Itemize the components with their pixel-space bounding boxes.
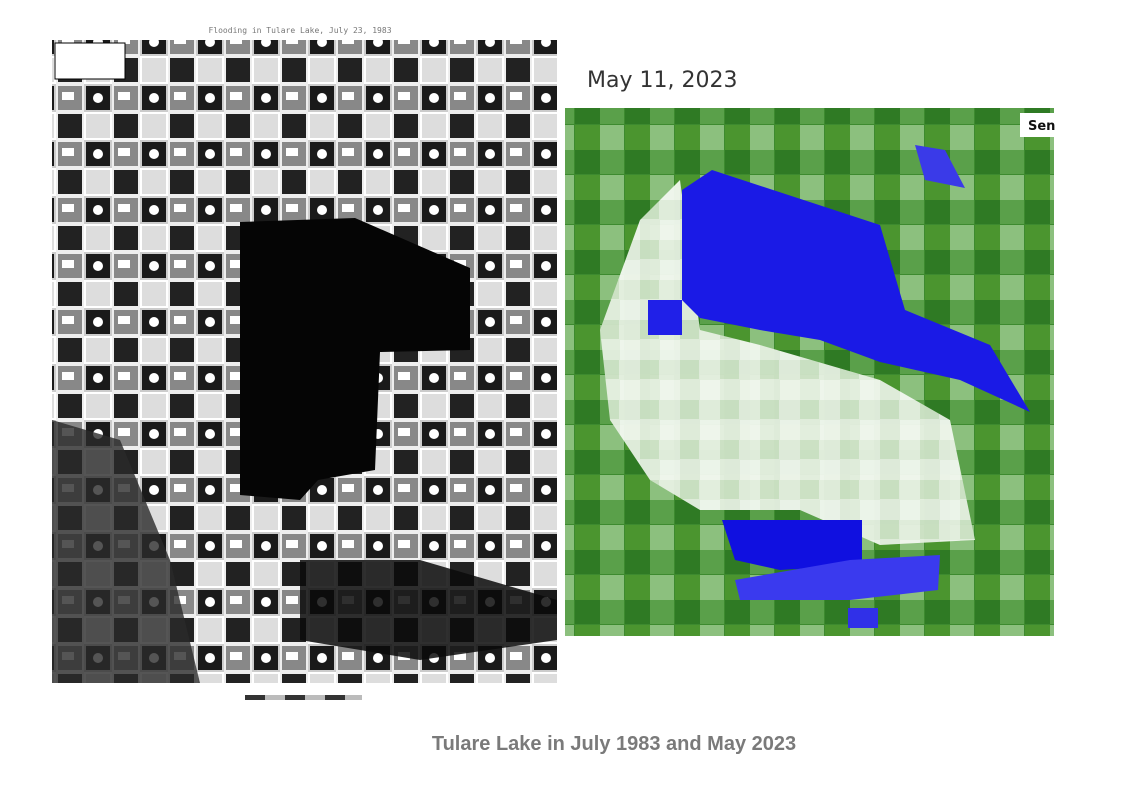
flood-water: [915, 145, 965, 188]
dry-lakebed: [600, 180, 975, 545]
flood-water: [848, 608, 878, 628]
scale-bar: [245, 695, 362, 700]
flood-water: [648, 300, 682, 335]
image-title: Flooding in Tulare Lake, July 23, 1983: [208, 26, 391, 35]
image-date: May 11, 2023: [587, 68, 737, 93]
image-2023: Sen: [565, 108, 1056, 636]
label-box: [1020, 113, 1056, 137]
dark-area: [300, 560, 557, 660]
flood-water: [722, 520, 862, 570]
caption: Tulare Lake in July 1983 and May 2023: [432, 733, 796, 755]
image-label: Sen: [1028, 119, 1055, 134]
image-1983: Flooding in Tulare Lake, July 23, 1983: [52, 26, 557, 683]
flood-water: [735, 555, 940, 600]
flood-water: [682, 170, 1030, 412]
flooded-lake: [240, 218, 470, 500]
logo-box: [54, 42, 126, 80]
hills: [52, 420, 200, 683]
